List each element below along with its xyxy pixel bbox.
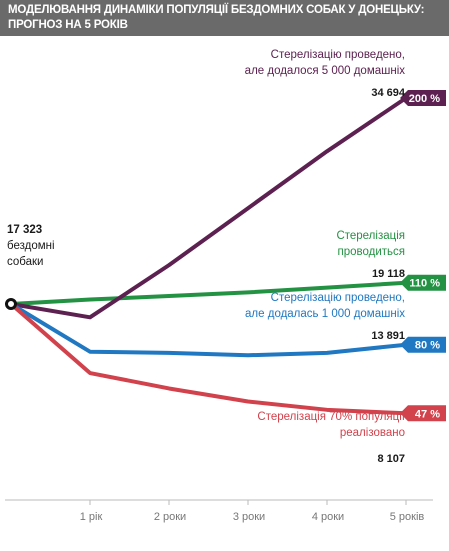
annotation-green-line-2: проводиться — [337, 246, 405, 258]
end-badge-red — [400, 405, 446, 422]
annotation-blue-line-2: але додалась 1 000 домашніх — [245, 308, 405, 320]
start-line-2: собаки — [7, 256, 44, 268]
chart-title-line-2: ПРОГНОЗ НА 5 РОКІВ — [8, 19, 128, 31]
annotation-blue-value: 13 891 — [371, 330, 405, 342]
start-point-marker — [5, 298, 17, 310]
series-line-green — [9, 280, 408, 306]
end-badge-label-blue: 80 % — [415, 340, 440, 352]
annotation-purple: Стерелізацію проведено, але додалося 5 0… — [245, 47, 405, 101]
end-badge-green — [400, 274, 446, 291]
annotation-purple-line-1: Стерелізацію проведено, — [270, 49, 405, 61]
annotation-green-line-1: Стерелізація — [336, 230, 405, 242]
annotation-green: Стерелізація проводиться 19 118 — [336, 228, 405, 282]
x-tick-label: 2 роки — [154, 511, 186, 523]
series-line-blue — [9, 302, 408, 358]
annotation-purple-line-2: але додалося 5 000 домашніх — [244, 65, 405, 77]
annotation-red-line-1: Стерелізація 70% популяції — [257, 411, 405, 423]
chart-title-line-1: МОДЕЛЮВАННЯ ДИНАМІКИ ПОПУЛЯЦІЇ БЕЗДОМНИХ… — [8, 4, 425, 16]
series-line-red — [9, 302, 408, 416]
end-badge-label-red: 47 % — [415, 408, 440, 420]
annotation-green-value: 19 118 — [371, 268, 405, 280]
x-tick-label: 1 рік — [80, 511, 103, 523]
annotation-purple-value: 34 694 — [371, 87, 405, 99]
start-value: 17 323 — [7, 224, 43, 236]
x-tick-label: 4 роки — [312, 511, 344, 523]
x-tick-label: 3 роки — [233, 511, 265, 523]
title-bar — [0, 0, 449, 36]
series-line-purple — [9, 96, 408, 320]
x-tick-label: 5 років — [390, 511, 425, 523]
start-label: 17 323 бездомні собаки — [7, 222, 55, 270]
end-badge-blue — [400, 336, 446, 353]
end-badge-label-green: 110 % — [409, 278, 440, 290]
end-badge-purple — [400, 90, 446, 106]
annotation-red-value: 8 107 — [377, 453, 405, 465]
start-line-1: бездомні — [7, 240, 55, 252]
annotation-red: Стерелізація 70% популяції реалізовано 8… — [257, 409, 405, 467]
end-badge-label-purple: 200 % — [409, 93, 440, 105]
annotation-red-line-2: реалізовано — [339, 427, 405, 439]
annotation-blue: Стерелізацію проведено, але додалась 1 0… — [245, 290, 405, 344]
annotation-blue-line-1: Стерелізацію проведено, — [270, 292, 405, 304]
